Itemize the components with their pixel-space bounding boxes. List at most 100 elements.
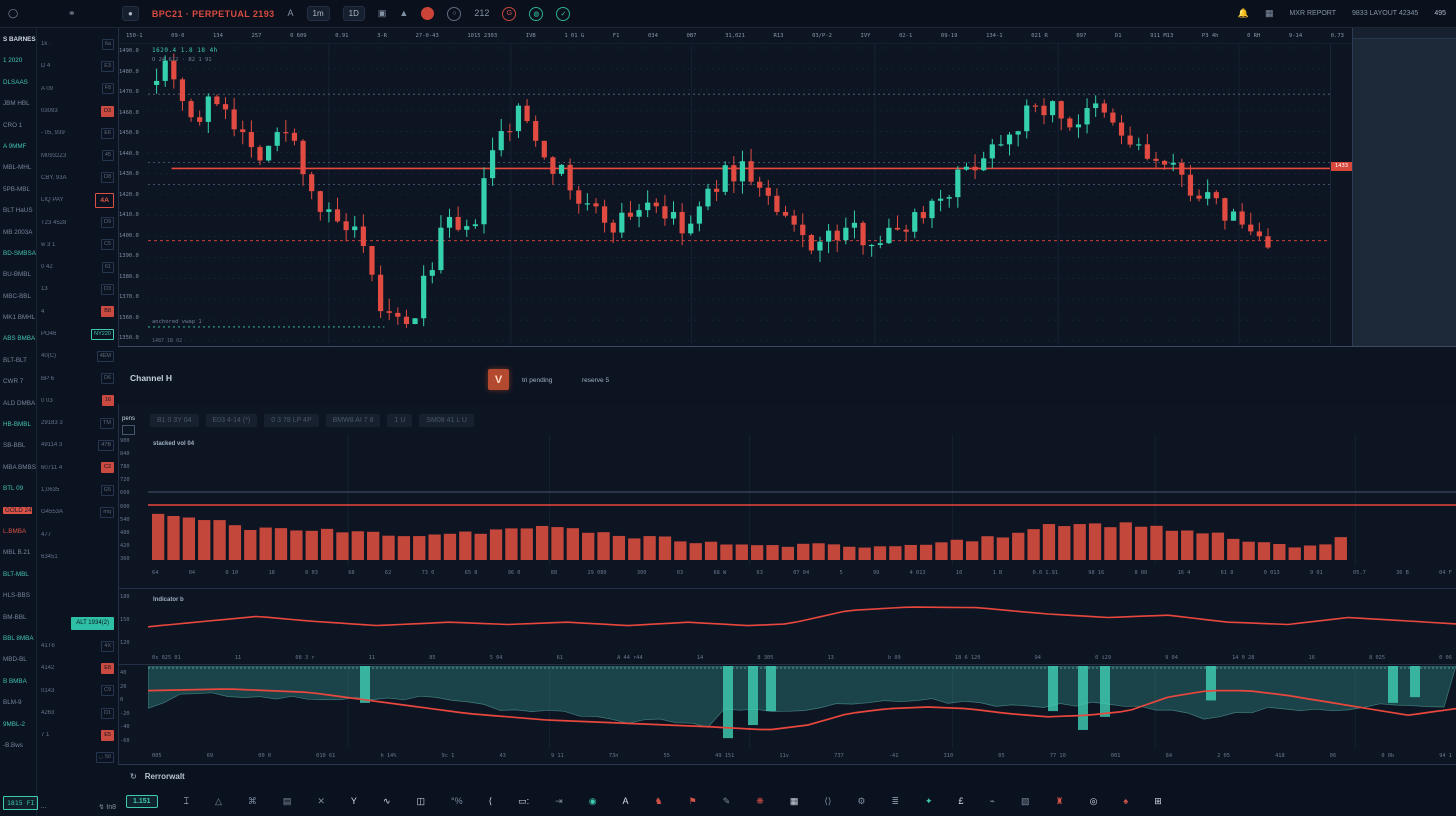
watchlist-item[interactable]: DLSAAS [3, 78, 28, 86]
watchlist-detail-row[interactable]: 4 B8 [37, 301, 118, 323]
watchlist-item[interactable]: SB-BBL [3, 442, 26, 450]
value-chip[interactable]: D3 [100, 105, 114, 117]
toolbar-icon[interactable]: ⟨⟩ [824, 796, 832, 806]
watchlist-detail-row[interactable]: 0143 C9 [37, 680, 118, 702]
watchlist-item[interactable]: MBL B.21 [3, 549, 31, 557]
order-panel[interactable] [1352, 28, 1456, 346]
value-chip[interactable]: 4EM [96, 350, 114, 362]
toolbar-icon[interactable]: ⊞ [1154, 796, 1162, 806]
green-status-icon[interactable]: ◍ [529, 6, 544, 21]
timeframe-1m-button[interactable]: 1m [306, 6, 330, 21]
watchlist-detail-row[interactable]: G4553A mq [37, 501, 118, 523]
watchlist-detail-row[interactable] [37, 568, 118, 590]
depth-axis[interactable]: 40 20 0 -20 -40 -60 [120, 670, 146, 744]
watchlist-item[interactable]: BD-SMBSA [3, 249, 36, 257]
pens-box-icon[interactable] [122, 425, 135, 435]
value-chip[interactable]: 47B [98, 439, 114, 451]
watchlist-item[interactable]: ABS BMBA [3, 335, 36, 343]
toolbar-icon[interactable]: ▤ [282, 796, 292, 806]
value-chip[interactable]: NY220 [91, 328, 114, 340]
watchlist-detail-row[interactable]: ◡ 50 [37, 747, 118, 769]
toolbar-icon[interactable]: ⚑ [688, 796, 697, 806]
toolbar-icon[interactable]: ▭: [518, 796, 530, 806]
main-chart-canvas[interactable] [148, 44, 1330, 345]
watchlist-detail-row[interactable]: 13 D3 [37, 278, 118, 300]
watchlist-detail-row[interactable] [37, 590, 118, 612]
watchlist-detail-row[interactable]: 63451 [41, 553, 58, 560]
watchlist-detail-row[interactable]: D 4 E3 [37, 55, 118, 77]
toolbar-icon[interactable]: ⟨ [488, 796, 493, 806]
record-button[interactable] [421, 7, 435, 20]
watchlist-item[interactable]: BU-BMBL [3, 271, 31, 279]
toolbar-icon[interactable]: △ [214, 796, 222, 806]
watchlist-detail-row[interactable]: 4263 D1 [37, 702, 118, 724]
indicator-icon[interactable]: ▲ [399, 8, 409, 18]
ghost-toolbar[interactable]: B1 0 3Y 04 E03 4-14 (*) 0 3 78 LP 4P BMW8 A… [150, 409, 920, 432]
watchlist-detail-row[interactable]: 0 03 16 [37, 390, 118, 412]
toolbar-icon[interactable]: ♜ [1055, 796, 1064, 806]
workspace-icon[interactable]: ⚭ [68, 8, 76, 18]
watchlist-item[interactable]: A 9MMF [3, 142, 27, 150]
watchlist-item[interactable]: MBL-MHL [3, 164, 32, 172]
watchlist-item[interactable]: BLM-9 [3, 699, 22, 707]
value-chip[interactable]: E6 [101, 127, 114, 139]
alert-badge[interactable]: 4A [95, 192, 114, 208]
toolbar-icon[interactable]: ⚙ [857, 796, 866, 806]
toolbar-icon[interactable]: ⌶ [183, 796, 189, 806]
volume-panel-canvas[interactable] [148, 435, 1456, 565]
watchlist-detail-row[interactable]: 1,0635 G5 [37, 479, 118, 501]
toolbar-icon[interactable]: ▦ [789, 796, 799, 806]
watchlist-item[interactable]: BBL 8MBA [3, 634, 34, 642]
watchlist-detail-row[interactable]: PO46 NY220 [37, 323, 118, 345]
price-axis-gutter[interactable]: 1433 [1330, 44, 1353, 345]
toolbar-icon[interactable]: ✦ [924, 796, 933, 806]
watchlist-item[interactable]: MBD-BL [3, 656, 27, 664]
watchlist-item[interactable]: BLT-BLT [3, 356, 27, 364]
value-chip[interactable]: TM [100, 417, 114, 429]
watchlist-detail-row[interactable]: 49114 3 47B [37, 434, 118, 456]
toolbar-icon[interactable]: ⇥ [555, 796, 563, 806]
red-status-icon[interactable]: G [502, 6, 517, 21]
value-chip[interactable]: D8 [100, 172, 114, 184]
toolbar-icon[interactable]: ◎ [1089, 796, 1098, 806]
watchlist-item[interactable]: CWR 7 [3, 378, 24, 386]
watchlist-footer-badge[interactable]: 1815 FI [3, 796, 39, 810]
watchlist-item[interactable]: MB 2003A [3, 228, 33, 236]
value-chip[interactable]: 45 [101, 150, 114, 162]
watchlist-item[interactable]: S BARNES [3, 36, 36, 43]
value-chip[interactable]: E5 [101, 729, 114, 741]
value-chip[interactable]: B8 [101, 306, 114, 318]
refresh-icon[interactable]: ↻ [130, 772, 137, 781]
watchlist-detail-row[interactable]: - 05, 939 E6 [37, 122, 118, 144]
value-chip[interactable]: ◡ 50 [95, 752, 114, 764]
watchlist-item[interactable]: BTL 09 [3, 485, 24, 493]
toolbar-icon[interactable]: ⌁ [989, 796, 995, 806]
notifications-icon[interactable]: 🔔 [1237, 8, 1249, 18]
toolbar-icon[interactable]: ✎ [722, 796, 731, 806]
watchlist-item[interactable]: BM-BBL [3, 613, 27, 621]
watchlist-item[interactable]: -B.Bws [3, 741, 23, 749]
toolbar-icon[interactable]: °% [451, 796, 463, 806]
watchlist-detail-row[interactable]: T23 4528 D9 [37, 211, 118, 233]
layout-menu[interactable]: 9833 LAYOUT 42345 [1352, 10, 1419, 17]
watchlist-item[interactable]: CRO 1 [3, 121, 23, 129]
toolbar-icon[interactable]: ♠ [1123, 796, 1129, 806]
watchlist-item[interactable]: BLT-MBL [3, 570, 29, 578]
value-chip[interactable]: 16 [101, 395, 114, 407]
toolbar-icon[interactable]: ⌘ [247, 796, 257, 806]
watchlist-symbol-column[interactable]: S BARNES 1 2020 DLSAAS JBM HBL CRO 1 A 9MMF MB… [0, 28, 37, 816]
depth-panel-canvas[interactable] [148, 666, 1456, 748]
watchlist-item[interactable]: MBA BMBS [3, 463, 36, 471]
volume-time-axis[interactable]: 64 04 0 10 18 0 03 68 62 73 0 65 8 96 0 88 29 080 30… [148, 565, 1456, 580]
layout-icon[interactable]: ▣ [377, 8, 387, 18]
watchlist-item[interactable]: 9MBL-2 [3, 720, 26, 728]
watchlist-detail-row[interactable]: 03093 D3 [37, 100, 118, 122]
watchlist-detail-row[interactable]: 0 42 61 [37, 256, 118, 278]
value-chip[interactable]: D9 [100, 217, 114, 229]
watchlist-item[interactable]: MK1 BMHL [3, 314, 36, 322]
watchlist-detail-row[interactable]: ALT 1934(2) [37, 613, 118, 635]
toolbar-icon[interactable]: ∿ [382, 796, 391, 806]
toolbar-icon[interactable]: ♞ [654, 796, 663, 806]
watchlist-detail-row[interactable]: A 09 F8 [37, 78, 118, 100]
window-button[interactable]: ● [122, 6, 139, 21]
